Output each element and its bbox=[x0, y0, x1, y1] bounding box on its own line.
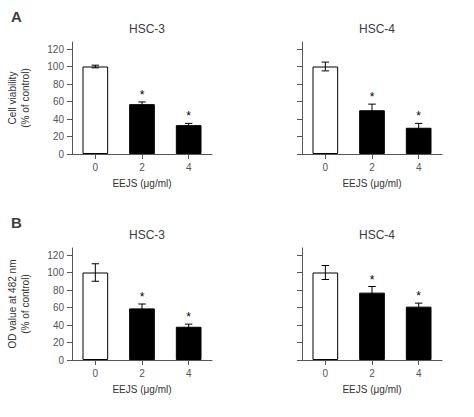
svg-text:2: 2 bbox=[369, 162, 375, 173]
svg-text:OD value at 482 nm: OD value at 482 nm bbox=[7, 260, 18, 349]
svg-text:100: 100 bbox=[47, 267, 64, 278]
svg-text:*: * bbox=[416, 289, 421, 303]
svg-text:HSC-4: HSC-4 bbox=[359, 228, 395, 242]
svg-text:B: B bbox=[11, 214, 22, 231]
svg-text:*: * bbox=[186, 310, 191, 324]
svg-text:0: 0 bbox=[58, 355, 64, 366]
svg-text:*: * bbox=[370, 273, 375, 287]
svg-text:*: * bbox=[416, 109, 421, 123]
svg-text:100: 100 bbox=[47, 61, 64, 72]
svg-text:40: 40 bbox=[53, 320, 65, 331]
svg-text:(% of control): (% of control) bbox=[20, 68, 31, 127]
svg-text:0: 0 bbox=[323, 368, 329, 379]
svg-text:0: 0 bbox=[323, 162, 329, 173]
svg-text:0: 0 bbox=[93, 162, 99, 173]
svg-text:EEJS (μg/ml): EEJS (μg/ml) bbox=[342, 178, 401, 189]
svg-text:2: 2 bbox=[139, 368, 145, 379]
svg-text:*: * bbox=[140, 88, 145, 102]
svg-text:120: 120 bbox=[47, 250, 64, 261]
svg-text:4: 4 bbox=[186, 368, 192, 379]
svg-text:EEJS (μg/ml): EEJS (μg/ml) bbox=[112, 178, 171, 189]
svg-text:40: 40 bbox=[53, 114, 65, 125]
svg-text:*: * bbox=[370, 90, 375, 104]
svg-text:2: 2 bbox=[369, 368, 375, 379]
svg-text:HSC-3: HSC-3 bbox=[129, 228, 165, 242]
svg-text:120: 120 bbox=[47, 44, 64, 55]
svg-text:EEJS (μg/ml): EEJS (μg/ml) bbox=[112, 384, 171, 395]
svg-text:Cell viability: Cell viability bbox=[7, 72, 18, 125]
svg-text:EEJS (μg/ml): EEJS (μg/ml) bbox=[342, 384, 401, 395]
svg-text:*: * bbox=[140, 290, 145, 304]
svg-text:4: 4 bbox=[416, 162, 422, 173]
svg-text:0: 0 bbox=[58, 149, 64, 160]
svg-text:*: * bbox=[186, 109, 191, 123]
svg-text:20: 20 bbox=[53, 131, 65, 142]
svg-text:0: 0 bbox=[93, 368, 99, 379]
svg-text:(% of control): (% of control) bbox=[20, 274, 31, 333]
svg-text:20: 20 bbox=[53, 337, 65, 348]
svg-text:HSC-3: HSC-3 bbox=[129, 22, 165, 36]
svg-text:80: 80 bbox=[53, 285, 65, 296]
svg-text:80: 80 bbox=[53, 79, 65, 90]
svg-text:2: 2 bbox=[139, 162, 145, 173]
svg-text:60: 60 bbox=[53, 96, 65, 107]
svg-text:HSC-4: HSC-4 bbox=[359, 22, 395, 36]
svg-text:A: A bbox=[11, 8, 22, 25]
svg-text:60: 60 bbox=[53, 302, 65, 313]
svg-text:4: 4 bbox=[416, 368, 422, 379]
svg-text:4: 4 bbox=[186, 162, 192, 173]
